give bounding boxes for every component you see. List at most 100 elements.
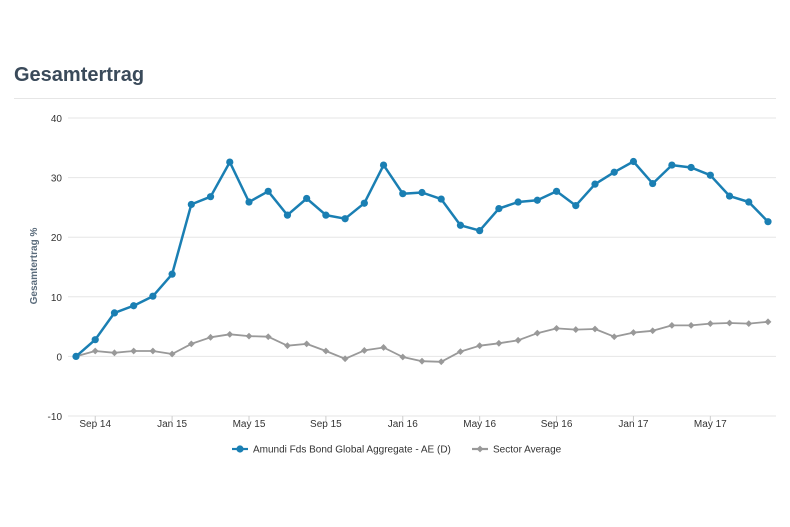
data-point	[226, 330, 234, 338]
data-point	[745, 320, 753, 328]
x-tick-label: Jan 16	[388, 419, 418, 430]
data-point	[264, 333, 272, 341]
data-point	[130, 302, 138, 310]
x-tick-label: Sep 16	[541, 419, 573, 430]
data-point	[706, 171, 714, 179]
data-point	[533, 196, 541, 204]
y-tick-labels: 40 30 20 10 0 -10	[48, 114, 63, 423]
x-tick-label: Jan 17	[618, 419, 648, 430]
data-point	[668, 322, 676, 329]
data-point	[572, 326, 580, 333]
data-point	[610, 168, 618, 176]
data-point	[437, 195, 445, 203]
data-point	[207, 333, 214, 341]
data-point	[591, 180, 599, 188]
data-point	[706, 320, 714, 328]
data-point	[630, 329, 637, 336]
data-point	[379, 161, 388, 169]
data-point	[457, 348, 464, 356]
data-point	[110, 309, 119, 317]
x-tick-label: May 16	[463, 419, 496, 430]
grid-lines	[68, 117, 776, 417]
data-point	[341, 215, 349, 223]
data-point	[764, 218, 772, 226]
data-point	[745, 198, 753, 206]
data-point	[514, 336, 522, 344]
data-point	[687, 322, 695, 329]
x-tick-label: Sep 14	[79, 419, 111, 430]
x-tick-label: Sep 15	[310, 419, 342, 430]
data-point	[495, 339, 503, 347]
series-line	[75, 320, 769, 363]
y-tick-label: 40	[51, 114, 63, 125]
data-point	[322, 211, 330, 219]
data-point	[418, 357, 426, 365]
data-point	[591, 325, 599, 333]
data-point	[284, 342, 291, 350]
legend-item-sector-average[interactable]: Sector Average	[472, 445, 562, 456]
chart-title: Gesamtertrag	[14, 64, 145, 86]
data-point	[111, 349, 118, 357]
data-point	[303, 194, 311, 203]
data-point	[687, 163, 695, 172]
data-point	[399, 190, 407, 198]
data-point	[610, 333, 618, 341]
series-sector-average	[72, 318, 772, 366]
data-point	[168, 270, 176, 278]
data-point	[283, 211, 292, 219]
y-tick-label: 0	[56, 352, 62, 363]
data-point	[456, 221, 465, 229]
y-tick-label: -10	[48, 412, 63, 423]
data-point	[149, 292, 157, 300]
data-point	[495, 204, 503, 213]
data-point	[72, 352, 80, 360]
data-point	[649, 179, 657, 188]
legend[interactable]: Amundi Fds Bond Global Aggregate - AE (D…	[232, 445, 562, 456]
data-point	[476, 342, 484, 350]
y-tick-label: 10	[51, 293, 63, 304]
data-point	[360, 347, 368, 354]
data-point	[245, 332, 253, 340]
data-point	[437, 358, 445, 366]
legend-marker	[236, 445, 244, 453]
data-point	[130, 347, 138, 355]
data-point	[726, 319, 733, 327]
data-point	[668, 161, 676, 169]
data-point	[572, 202, 580, 210]
legend-label: Sector Average	[493, 445, 562, 456]
data-point	[725, 192, 734, 200]
data-point	[533, 329, 541, 337]
series-fund	[72, 157, 772, 360]
title-divider	[14, 98, 776, 99]
x-tick-labels: Sep 14 Jan 15 May 15 Sep 15 Jan 16 May 16 Sep …	[79, 416, 727, 430]
data-point	[303, 340, 311, 348]
x-tick-label: May 17	[694, 419, 727, 430]
data-point	[380, 344, 387, 351]
data-point	[341, 355, 349, 363]
data-point	[418, 188, 426, 197]
data-point	[187, 340, 195, 348]
x-tick-label: May 15	[233, 419, 266, 430]
data-point	[629, 157, 638, 166]
legend-item-fund[interactable]: Amundi Fds Bond Global Aggregate - AE (D…	[232, 445, 451, 456]
data-point	[514, 198, 522, 206]
data-point	[264, 187, 272, 195]
legend-marker	[476, 445, 484, 453]
data-point	[226, 158, 234, 166]
data-point	[764, 318, 772, 326]
data-point	[649, 327, 657, 335]
data-point	[552, 187, 561, 195]
y-tick-label: 30	[51, 174, 63, 185]
data-point	[187, 200, 195, 209]
data-point	[149, 347, 157, 355]
data-point	[322, 347, 330, 355]
data-point	[360, 199, 368, 207]
data-point	[168, 350, 176, 358]
data-point	[476, 227, 484, 235]
data-point	[91, 347, 99, 355]
series-layer	[72, 157, 772, 366]
data-point	[91, 336, 99, 344]
legend-label: Amundi Fds Bond Global Aggregate - AE (D…	[253, 445, 451, 456]
y-tick-label: 20	[51, 233, 63, 244]
